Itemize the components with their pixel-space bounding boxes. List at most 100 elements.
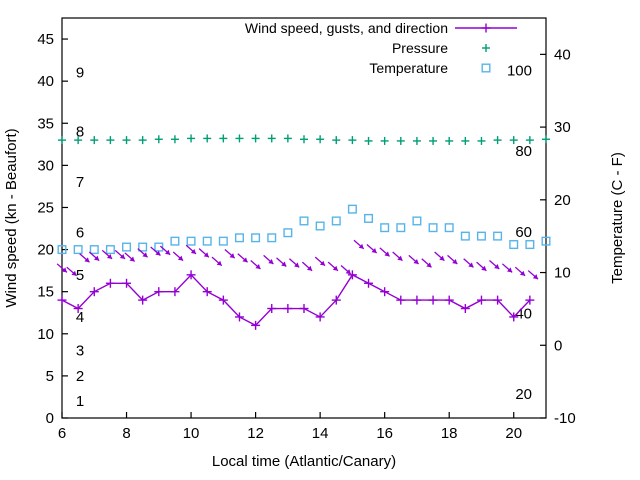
y2-tick-label: 10 — [554, 265, 571, 282]
temperature-marker — [364, 213, 374, 223]
wind-direction-arrowhead — [216, 260, 222, 266]
wind-direction-arrowhead — [203, 252, 209, 258]
x-tick-label: 18 — [441, 425, 458, 442]
y-tick-label: 5 — [46, 368, 54, 385]
plot-border — [61, 17, 547, 419]
beaufort-label: 3 — [76, 343, 84, 360]
fahrenheit-label: 20 — [515, 386, 532, 403]
beaufort-label: 6 — [76, 225, 84, 242]
wind-direction-arrowhead — [397, 255, 403, 261]
fahrenheit-label: 100 — [507, 62, 532, 79]
wind-direction-arrowhead — [332, 265, 338, 271]
y-tick-label: 10 — [37, 326, 54, 343]
temperature-marker — [251, 233, 261, 243]
wind-direction-arrowhead — [142, 252, 148, 258]
wind-direction-arrowhead — [494, 264, 500, 270]
y-tick-label: 30 — [37, 157, 54, 174]
y2-tick-label: 20 — [554, 192, 571, 209]
wind-direction-arrowhead — [255, 264, 261, 270]
y2-tick-label: 40 — [554, 46, 571, 63]
temperature-marker — [428, 223, 438, 233]
wind-direction-arrowhead — [155, 250, 161, 256]
temperature-marker — [444, 223, 454, 233]
beaufort-label: 9 — [76, 65, 84, 82]
wind-direction-arrowhead — [452, 259, 458, 264]
wind-direction-arrowhead — [268, 259, 274, 264]
wind-direction-arrowhead — [71, 270, 77, 276]
beaufort-label: 1 — [76, 393, 84, 410]
y-axis-title: Wind speed (kn - Beaufort) — [3, 128, 20, 307]
temperature-marker — [122, 242, 132, 252]
wind-direction-arrowhead — [519, 270, 526, 276]
x-tick-label: 6 — [58, 425, 66, 442]
y-tick-label: 0 — [46, 410, 54, 427]
temperature-marker — [283, 228, 293, 238]
legend-sample-square — [481, 63, 491, 73]
wind-direction-arrowhead — [106, 253, 113, 259]
wind-direction-arrowhead — [319, 260, 326, 266]
wind-direction-arrowhead — [177, 255, 184, 261]
y-tick-label: 35 — [37, 115, 54, 132]
wind-direction-arrowhead — [61, 267, 67, 273]
temperature-marker — [476, 231, 486, 241]
temperature-marker — [380, 223, 390, 233]
wind-direction-arrowhead — [129, 256, 135, 262]
wind-direction-arrowhead — [468, 262, 474, 268]
wind-direction-arrowhead — [426, 262, 432, 268]
fahrenheit-label: 40 — [515, 305, 532, 322]
wind-direction-arrowhead — [242, 257, 248, 263]
wind-direction-arrowhead — [306, 265, 313, 271]
temperature-marker — [138, 242, 148, 252]
fahrenheit-label: 60 — [515, 224, 532, 241]
y-tick-label: 45 — [37, 31, 54, 48]
legend-label-2: Temperature — [369, 60, 448, 76]
temperature-marker — [315, 221, 325, 231]
wind-direction-arrowhead — [439, 255, 445, 261]
y-tick-label: 25 — [37, 199, 54, 216]
wind-speed-line — [61, 273, 531, 327]
wind-direction-arrowhead — [165, 249, 171, 255]
beaufort-label: 5 — [76, 267, 84, 284]
x-tick-label: 12 — [247, 425, 264, 442]
wind-direction-arrowhead — [190, 248, 196, 254]
temperature-marker — [186, 236, 196, 246]
temperature-marker — [267, 233, 277, 243]
wind-direction-arrowhead — [507, 267, 513, 273]
temperature-marker — [493, 231, 503, 241]
wind-direction-arrowhead — [94, 255, 100, 261]
x-tick-label: 16 — [376, 425, 393, 442]
x-tick-label: 8 — [122, 425, 130, 442]
fahrenheit-label: 80 — [515, 143, 532, 160]
wind-direction-arrowhead — [229, 253, 235, 259]
wind-direction-arrowhead — [345, 269, 351, 275]
temperature-marker — [73, 245, 83, 255]
temperature-marker — [89, 245, 99, 255]
temperature-marker — [105, 245, 115, 255]
temperature-marker — [396, 223, 406, 233]
wind-direction-arrowhead — [371, 248, 377, 254]
temperature-marker — [460, 231, 470, 241]
wind-direction-arrowhead — [119, 253, 125, 259]
temperature-marker — [541, 236, 551, 246]
wind-direction-arrowhead — [294, 262, 300, 268]
y2-tick-label: 30 — [554, 119, 571, 136]
wind-direction-arrowhead — [413, 259, 419, 264]
wind-direction-arrowhead — [481, 265, 487, 271]
wind-direction-arrowhead — [358, 243, 364, 249]
temperature-marker — [509, 240, 519, 250]
beaufort-label: 7 — [76, 174, 84, 191]
legend-label-1: Pressure — [392, 40, 448, 56]
wind-direction-arrowhead — [84, 257, 90, 263]
y2-tick-label: -10 — [554, 410, 576, 427]
wind-direction-arrowhead — [281, 261, 287, 267]
beaufort-label: 4 — [76, 309, 84, 326]
y2-axis-title: Temperature (C - F) — [609, 152, 626, 284]
temperature-marker — [202, 236, 212, 246]
temperature-marker — [347, 204, 357, 214]
temperature-marker — [234, 233, 244, 243]
y-tick-label: 40 — [37, 73, 54, 90]
x-axis-title: Local time (Atlantic/Canary) — [212, 453, 396, 470]
temperature-marker — [218, 236, 228, 246]
